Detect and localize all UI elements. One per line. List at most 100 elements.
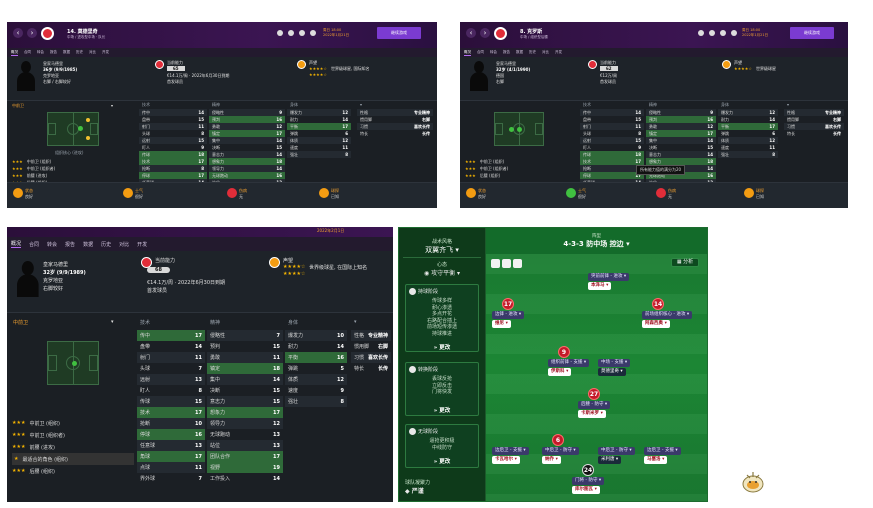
role-row[interactable]: ★★★ 中前卫 (组织者) [465,165,509,172]
role-row[interactable]: ★★★ 中前卫 (组织) [12,420,60,427]
attribute-row: 抢断 10 [137,418,205,429]
tab-overview[interactable]: 概况 [464,49,471,56]
player-role-dropdown[interactable]: 前场组织核心 - 进攻 ▾ [642,311,693,319]
edit-icon[interactable] [277,30,283,36]
tab-overview[interactable]: 概况 [11,241,22,248]
player-name-dropdown[interactable]: 本泽马 ▾ [588,282,612,290]
attribute-name: 侵略性 [210,333,226,339]
search-icon[interactable] [288,30,294,36]
role-row[interactable]: ★★★后腰 (组织) [465,172,501,179]
player-role-dropdown[interactable]: 组织前锋 - 支援 ▾ [548,359,590,367]
continue-button[interactable]: 继续游戏 [790,27,834,39]
bar-chart-icon[interactable] [502,259,511,268]
player-role-dropdown[interactable]: 中场 - 支援 ▾ [598,359,631,367]
player-name-dropdown[interactable]: 维尼 ▾ [492,320,511,328]
grid-icon[interactable] [513,259,522,268]
player-name-dropdown[interactable]: 米利唐 ▾ [598,456,622,464]
player-role-dropdown[interactable]: 门将 - 防守 ▾ [572,477,605,485]
tab-reports[interactable]: 报告 [65,241,76,248]
player-age: 32岁 (4/1/1990) [496,67,531,72]
tab-contract[interactable]: 合同 [29,241,40,248]
edit-icon[interactable] [698,30,704,36]
tab-contract[interactable]: 合同 [477,50,484,54]
player-name-dropdown[interactable]: 纳乔 ▾ [542,456,561,464]
tab-compare[interactable]: 对比 [542,50,549,54]
change-button[interactable]: » 更改 [433,459,451,465]
tab-contract[interactable]: 合同 [24,50,31,54]
tab-development[interactable]: 开发 [137,241,148,248]
tab-stats[interactable]: 数据 [516,50,523,54]
attribute-value: 11 [195,354,202,361]
help-icon[interactable] [731,30,737,36]
attribute-name: 传中 [140,333,151,339]
role-row[interactable]: ★★★ 中前卫 (组织) [12,158,52,165]
forward-arrow-icon[interactable]: › [27,28,37,38]
personality-panel: ▾ 性格 专业精神 惯用脚 右脚 习惯 喜欢长传 特长 长传 [351,319,391,374]
player-name-dropdown[interactable]: 莫德里奇 ▾ [598,368,626,376]
role-list: ★★★ 中前卫 (组织) ★★★ 中前卫 (组织者) ★★★ 后腰 (组织) [465,158,575,179]
player-name-dropdown[interactable]: 马塞洛 ▾ [644,456,668,464]
attribute-name: 领导力 [212,165,224,171]
player-role-dropdown[interactable]: 中后卫 - 防守 ▾ [598,447,635,455]
tab-overview[interactable]: 概况 [11,49,18,56]
player-role-dropdown[interactable]: 边后卫 - 支援 ▾ [644,447,681,455]
player-name-dropdown[interactable]: 卡斯米罗 ▾ [578,410,606,418]
role-row[interactable]: ★★★ 前腰 (进攻) [12,172,48,179]
attribute-name: 盯人 [142,144,150,150]
attribute-value: 11 [342,145,348,150]
role-row[interactable]: ★★★后腰 (组织) [12,468,55,475]
club-badge-icon[interactable] [41,27,54,40]
player-role-dropdown[interactable]: 边锋 - 进攻 ▾ [492,311,525,319]
player-name-dropdown[interactable]: 卡瓦哈尔 ▾ [492,456,520,464]
analysis-button[interactable]: ▦ 分析 [671,258,699,267]
tab-reports[interactable]: 报告 [50,50,57,54]
role-dropdown[interactable]: ▾ [111,319,114,325]
attribute-value: 14 [635,110,641,115]
forward-arrow-icon[interactable]: › [480,28,490,38]
tab-stats[interactable]: 数据 [83,241,94,248]
tab-development[interactable]: 开发 [102,50,109,54]
formation-header[interactable]: 阵型 4-3-3 防中场 控边 ▾ [486,233,707,249]
tab-history[interactable]: 历史 [76,50,83,54]
avatar [17,261,39,297]
player-role-dropdown[interactable]: 边后卫 - 支援 ▾ [492,447,529,455]
tab-history[interactable]: 历史 [101,241,112,248]
info-icon[interactable] [491,259,500,268]
position-label: 中前卫 [12,103,24,108]
club-badge-icon[interactable] [494,27,507,40]
player-role-dropdown[interactable]: 后腰 - 防守 ▾ [578,401,611,409]
player-name-dropdown[interactable]: 阿森西奥 ▾ [642,320,670,328]
attribute-value: 15 [273,343,280,350]
player-role-dropdown[interactable]: 突前前锋 - 进攻 ▾ [588,273,630,281]
continue-button[interactable]: 继续游戏 [377,27,421,39]
role-dropdown[interactable]: ▾ [111,103,114,108]
tab-history[interactable]: 历史 [529,50,536,54]
mentality-dropdown[interactable]: ◉ 攻守平衡 ▾ [423,270,461,277]
formation-name[interactable]: 4-3-3 防中场 控边 ▾ [563,240,630,248]
tab-reports[interactable]: 报告 [503,50,510,54]
player-name-dropdown[interactable]: 伊斯科 ▾ [548,368,572,376]
role-row-highlight[interactable]: ★ 最适合的角色 (组织) [12,453,134,465]
change-button[interactable]: » 更改 [433,408,451,414]
tab-development[interactable]: 开发 [555,50,562,54]
role-row[interactable]: ★★★ 中前卫 (组织者) [12,165,56,172]
role-row[interactable]: ★★★ 中前卫 (组织) [465,158,505,165]
player-role-dropdown[interactable]: 中后卫 - 防守 ▾ [542,447,579,455]
tab-transfer[interactable]: 转会 [490,50,497,54]
role-row[interactable]: ★★★ 前腰 (进攻) [12,444,55,451]
back-arrow-icon[interactable]: ‹ [466,28,476,38]
search-icon[interactable] [709,30,715,36]
tab-stats[interactable]: 数据 [63,50,70,54]
tab-compare[interactable]: 对比 [89,50,96,54]
help-icon[interactable] [310,30,316,36]
settings-icon[interactable] [299,30,305,36]
back-arrow-icon[interactable]: ‹ [13,28,23,38]
tab-transfer[interactable]: 转会 [47,241,58,248]
tactic-style-value[interactable]: 双翼齐飞 ▾ [425,246,459,254]
change-button[interactable]: » 更改 [433,345,451,351]
player-name-dropdown[interactable]: 库尔图瓦 ▾ [572,486,600,494]
settings-icon[interactable] [720,30,726,36]
role-row[interactable]: ★★★ 中前卫 (组织者) [12,432,65,439]
tab-compare[interactable]: 对比 [119,241,130,248]
tab-transfer[interactable]: 转会 [37,50,44,54]
